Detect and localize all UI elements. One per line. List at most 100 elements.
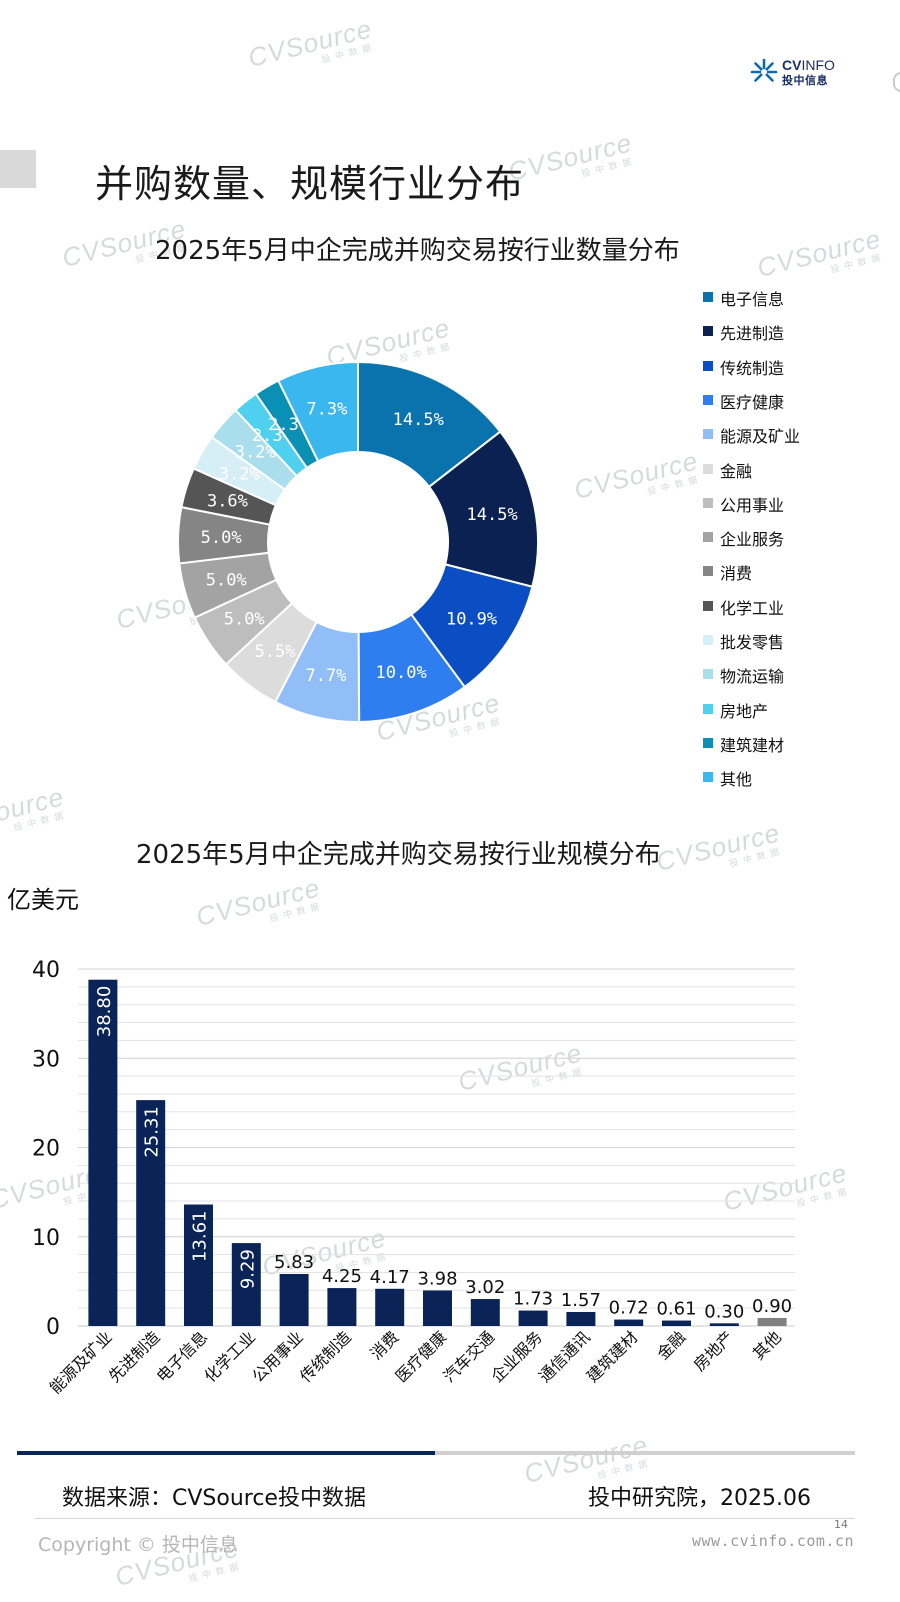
legend-swatch (703, 497, 713, 508)
x-tick-label: 汽车交通 (439, 1327, 498, 1386)
x-tick-label: 企业服务 (487, 1327, 546, 1386)
data-source: 数据来源：CVSource投中数据 (62, 1486, 366, 1511)
bar-value-label: 0.72 (609, 1298, 649, 1319)
logo-text-cn: 投中信息 (782, 74, 828, 87)
legend-label: 其他 (720, 770, 753, 790)
legend-label: 消费 (720, 564, 753, 584)
bar (184, 1204, 213, 1326)
legend-swatch (703, 600, 713, 611)
y-tick-label: 30 (32, 1047, 60, 1072)
donut-slice-label: 3.2% (235, 442, 276, 462)
legend-swatch (703, 737, 713, 748)
legend-swatch (703, 566, 713, 577)
legend-swatch (703, 429, 713, 440)
x-tick-label: 金融 (653, 1327, 689, 1363)
bar-value-label: 4.25 (322, 1266, 362, 1287)
bar (88, 979, 118, 1326)
bar (614, 1319, 644, 1326)
copyright: Copyright © 投中信息 (38, 1534, 238, 1556)
website-url: www.cvinfo.com.cn (692, 1532, 855, 1550)
donut-slice-label: 5.0% (206, 570, 247, 590)
bar-value-label: 13.61 (190, 1211, 211, 1263)
x-tick-label: 电子信息 (153, 1327, 212, 1386)
legend-swatch (703, 532, 713, 543)
page-title: 并购数量、规模行业分布 (95, 162, 525, 206)
donut-slice-label: 10.9% (446, 610, 497, 630)
bar (231, 1243, 261, 1326)
bar-value-label: 3.98 (417, 1268, 457, 1289)
donut-slice-label: 3.6% (207, 491, 248, 511)
legend-swatch (703, 772, 713, 783)
donut-slice-label: 3.2% (219, 465, 260, 485)
bar (518, 1310, 548, 1326)
donut-slice-label: 14.5% (393, 410, 444, 430)
bar-value-label: 1.73 (513, 1289, 553, 1310)
bar (375, 1288, 405, 1326)
legend-label: 批发零售 (720, 633, 785, 652)
bar (423, 1290, 452, 1326)
logo-text-en: CVINFO (782, 57, 835, 73)
legend-label: 建筑建材 (720, 735, 785, 755)
legend-label: 传统制造 (720, 358, 785, 378)
logo-icon (750, 58, 778, 82)
edge-decoration (893, 72, 900, 92)
donut-slice-label: 14.5% (467, 505, 518, 525)
legend-label: 企业服务 (720, 530, 785, 550)
bar-value-label: 0.61 (656, 1299, 696, 1320)
bar (566, 1311, 596, 1326)
footer-divider (35, 1518, 855, 1519)
legend-label: 医疗健康 (720, 392, 785, 412)
donut-slice-label: 10.0% (376, 663, 427, 683)
bar (709, 1323, 739, 1326)
x-tick-label: 化学工业 (200, 1327, 259, 1386)
y-tick-label: 20 (32, 1137, 60, 1162)
bar-value-label: 25.31 (142, 1106, 163, 1158)
bar (470, 1299, 500, 1326)
bar-chart: 01020304038.80能源及矿业25.31先进制造13.61电子信息9.2… (32, 958, 795, 1397)
legend-swatch (703, 326, 713, 337)
y-tick-label: 40 (32, 958, 60, 983)
x-tick-label: 传统制造 (296, 1327, 355, 1386)
legend-label: 物流运输 (720, 667, 785, 687)
bar-value-label: 0.30 (704, 1301, 744, 1322)
legend-label: 能源及矿业 (720, 427, 801, 447)
footer-rule-dark (17, 1451, 435, 1455)
x-tick-label: 建筑建材 (583, 1327, 642, 1386)
bar (136, 1100, 166, 1326)
x-tick-label: 房地产 (690, 1327, 737, 1374)
donut-slice (276, 360, 359, 463)
footer-rule-light (435, 1451, 855, 1455)
x-tick-label: 医疗健康 (392, 1327, 451, 1386)
x-tick-label: 先进制造 (105, 1327, 164, 1386)
bar (757, 1317, 787, 1326)
donut-slice-label: 7.3% (306, 400, 347, 420)
legend-swatch (703, 703, 713, 714)
page-number: 14 (834, 1518, 848, 1531)
bar-chart-title: 2025年5月中企完成并购交易按行业规模分布 (136, 840, 661, 870)
y-axis-unit-label: 亿美元 (7, 886, 79, 914)
bar-value-label: 0.90 (752, 1296, 792, 1317)
legend-label: 先进制造 (720, 324, 785, 344)
legend-swatch (703, 394, 713, 405)
y-tick-label: 0 (46, 1315, 60, 1340)
bar-value-label: 4.17 (370, 1267, 410, 1288)
legend-label: 公用事业 (720, 495, 785, 515)
legend-label: 房地产 (720, 701, 769, 721)
legend-label: 金融 (720, 461, 753, 481)
bar-value-label: 3.02 (465, 1277, 505, 1298)
donut-chart-title: 2025年5月中企完成并购交易按行业数量分布 (155, 236, 680, 266)
y-tick-label: 10 (32, 1226, 60, 1251)
legend-swatch (703, 463, 713, 474)
bar-value-label: 9.29 (237, 1249, 258, 1289)
report-credit: 投中研究院，2025.06 (588, 1486, 811, 1511)
bar (662, 1320, 691, 1326)
legend-swatch (703, 669, 713, 680)
bar-value-label: 1.57 (561, 1290, 601, 1311)
x-tick-label: 消费 (366, 1327, 402, 1363)
legend-label: 化学工业 (720, 598, 785, 618)
bar-value-label: 5.83 (274, 1252, 314, 1273)
donut-slice-label: 5.0% (224, 609, 265, 629)
bar (279, 1273, 309, 1326)
x-tick-label: 公用事业 (248, 1327, 307, 1386)
legend-swatch (703, 292, 713, 302)
